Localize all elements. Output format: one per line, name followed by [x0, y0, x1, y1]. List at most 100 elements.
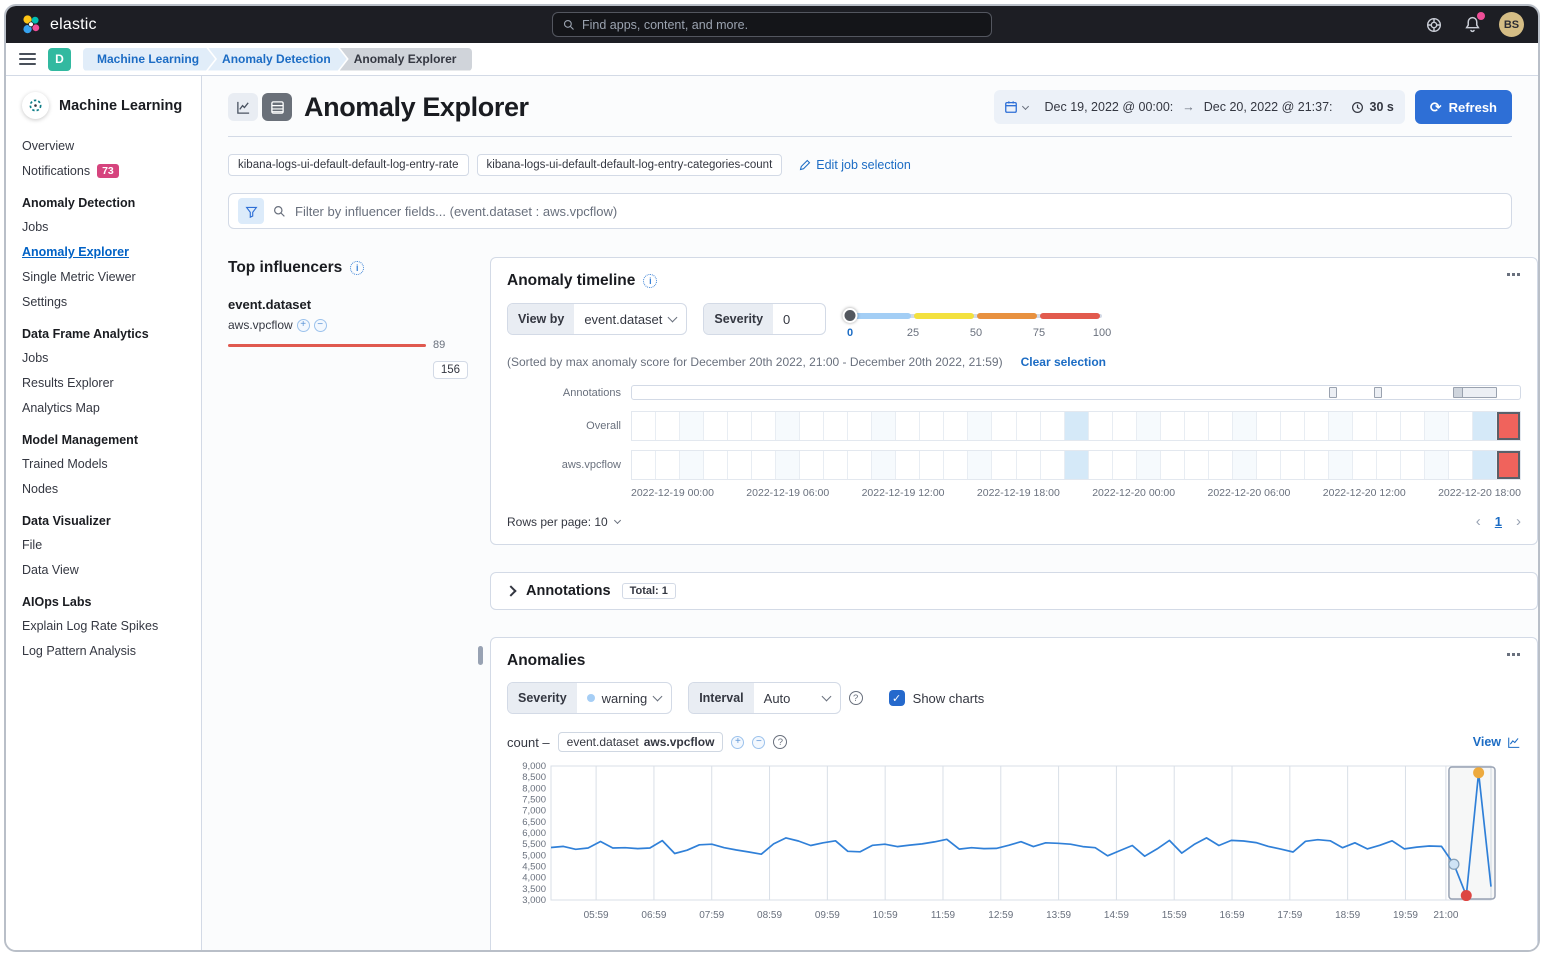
swimlane-cell[interactable]: [1304, 451, 1329, 479]
swimlane-cell[interactable]: [1352, 412, 1377, 440]
severity-slider-handle[interactable]: [842, 308, 858, 323]
interval-help-icon[interactable]: ?: [848, 691, 863, 705]
swimlane-cell[interactable]: [944, 412, 969, 440]
filter-plus-icon[interactable]: +: [296, 318, 310, 332]
page-number[interactable]: 1: [1494, 514, 1502, 529]
panel-actions-menu-icon[interactable]: [1504, 270, 1523, 279]
swimlane-cell[interactable]: [1232, 451, 1257, 479]
swimlane-cell[interactable]: [632, 412, 657, 440]
sidebar-item-overview[interactable]: Overview: [22, 139, 75, 153]
swimlane-cell[interactable]: [1401, 451, 1426, 479]
swimlane-cell[interactable]: [824, 412, 849, 440]
swimlane-cell[interactable]: [1304, 412, 1329, 440]
swimlane-cell[interactable]: [944, 451, 969, 479]
sidebar-item-explain-log-rate-spikes[interactable]: Explain Log Rate Spikes: [22, 619, 159, 633]
annotation-marker[interactable]: [1374, 387, 1383, 398]
user-avatar[interactable]: BS: [1499, 12, 1524, 37]
date-picker-calendar-button[interactable]: [994, 100, 1038, 114]
job-badge[interactable]: kibana-logs-ui-default-default-log-entry…: [228, 154, 469, 176]
sidebar-item-data-view[interactable]: Data View: [22, 563, 79, 577]
sidebar-item-trained-models[interactable]: Trained Models: [22, 457, 108, 471]
refresh-interval-button[interactable]: 30 s: [1340, 100, 1405, 114]
space-badge[interactable]: D: [48, 47, 71, 71]
swimlane-cell[interactable]: [896, 412, 921, 440]
swimlane-cell[interactable]: [1256, 412, 1281, 440]
swimlane-cell[interactable]: [1449, 451, 1474, 479]
swimlane-cell[interactable]: [1401, 412, 1426, 440]
swimlane-cell[interactable]: [800, 412, 825, 440]
swimlane-cell[interactable]: [1160, 451, 1185, 479]
info-icon[interactable]: i: [643, 274, 658, 288]
swimlane-cell[interactable]: [1376, 412, 1401, 440]
swimlane-cell[interactable]: [848, 412, 873, 440]
filter-icon-button[interactable]: [238, 198, 264, 224]
edit-job-selection-link[interactable]: Edit job selection: [799, 158, 911, 172]
swimlane-cell[interactable]: [1112, 412, 1137, 440]
swimlane-cell[interactable]: [920, 412, 945, 440]
swimlane-cell[interactable]: [1160, 412, 1185, 440]
swimlane-cell[interactable]: [1256, 451, 1281, 479]
swimlane-cell-critical[interactable]: [1497, 451, 1521, 479]
anomalies-severity-select[interactable]: warning: [577, 683, 672, 713]
chart-view-toggle-button[interactable]: [228, 93, 258, 121]
swimlane-cell[interactable]: [656, 412, 681, 440]
swimlane-cell[interactable]: [968, 451, 993, 479]
clear-selection-link[interactable]: Clear selection: [1020, 355, 1106, 369]
swimlane-cell[interactable]: [1473, 451, 1498, 479]
swimlane-cell[interactable]: [1136, 451, 1161, 479]
influencer-value[interactable]: aws.vpcflow: [228, 318, 293, 332]
annotation-marker[interactable]: [1329, 387, 1338, 398]
date-end[interactable]: Dec 20, 2022 @ 21:37:: [1203, 100, 1333, 114]
swimlane-cell[interactable]: [776, 451, 801, 479]
expand-chevron-icon[interactable]: [505, 585, 517, 597]
panel-actions-menu-icon[interactable]: [1504, 650, 1523, 659]
swimlane-cell[interactable]: [1280, 451, 1305, 479]
swimlane-cell[interactable]: [680, 451, 705, 479]
swimlane-cell[interactable]: [1088, 412, 1113, 440]
swimlane-cell[interactable]: [752, 451, 777, 479]
filter-minus-icon[interactable]: −: [313, 318, 327, 332]
panel-resize-handle[interactable]: [478, 646, 483, 665]
severity-input[interactable]: 0: [783, 311, 791, 327]
job-badge[interactable]: kibana-logs-ui-default-default-log-entry…: [476, 154, 783, 176]
table-view-toggle-button[interactable]: [262, 93, 292, 121]
swimlane-cell[interactable]: [728, 451, 753, 479]
help-icon[interactable]: [1423, 14, 1445, 36]
swimlane-cell[interactable]: [1112, 451, 1137, 479]
swimlane-cell-critical[interactable]: [1497, 412, 1521, 440]
swimlane-cell[interactable]: [1040, 451, 1065, 479]
swimlane-cell[interactable]: [800, 451, 825, 479]
sidebar-item-settings[interactable]: Settings: [22, 295, 68, 309]
sidebar-item-jobs[interactable]: Jobs: [22, 351, 49, 365]
sidebar-item-analytics-map[interactable]: Analytics Map: [22, 401, 100, 415]
swimlane-cell[interactable]: [1208, 451, 1233, 479]
next-page-button[interactable]: ›: [1516, 513, 1521, 530]
swimlane-cell[interactable]: [992, 451, 1017, 479]
filter-minus-icon[interactable]: −: [752, 735, 766, 749]
sidebar-item-log-pattern-analysis[interactable]: Log Pattern Analysis: [22, 644, 136, 658]
swimlane-cell[interactable]: [1088, 451, 1113, 479]
sidebar-item-anomaly-explorer[interactable]: Anomaly Explorer: [22, 245, 129, 259]
view-series-link[interactable]: View: [1473, 735, 1521, 749]
sidebar-item-jobs[interactable]: Jobs: [22, 220, 49, 234]
refresh-button[interactable]: ⟳ Refresh: [1414, 90, 1512, 124]
swimlane-cell[interactable]: [1376, 451, 1401, 479]
sidebar-item-nodes[interactable]: Nodes: [22, 482, 59, 496]
prev-page-button[interactable]: ‹: [1475, 513, 1481, 530]
global-search-input[interactable]: Find apps, content, and more.: [552, 12, 992, 37]
swimlane-cell[interactable]: [824, 451, 849, 479]
swimlane-cell[interactable]: [992, 412, 1017, 440]
swimlane-cell[interactable]: [728, 412, 753, 440]
sidebar-item-notifications[interactable]: Notifications 73: [22, 164, 191, 178]
swimlane-cell[interactable]: [1184, 451, 1209, 479]
swimlane-cell[interactable]: [968, 412, 993, 440]
swimlane-cell[interactable]: [872, 451, 897, 479]
swimlane-cell[interactable]: [1328, 412, 1353, 440]
swimlane-cell[interactable]: [680, 412, 705, 440]
rows-per-page-select[interactable]: Rows per page: 10: [507, 515, 621, 529]
entity-help-icon[interactable]: ?: [773, 735, 788, 749]
swimlane-cell[interactable]: [1208, 412, 1233, 440]
swimlane-cell[interactable]: [1064, 451, 1089, 479]
date-start[interactable]: Dec 19, 2022 @ 00:00:: [1044, 100, 1174, 114]
swimlane-cell[interactable]: [776, 412, 801, 440]
